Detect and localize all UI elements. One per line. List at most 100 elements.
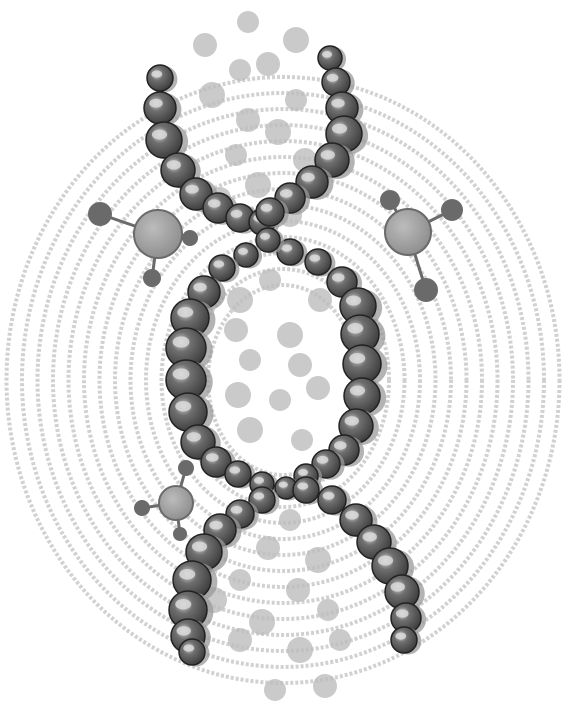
helix-bead [343,377,387,417]
bead-highlight [345,510,359,520]
helix-strands [143,45,427,667]
background-dot [193,33,217,57]
bead-highlight [260,203,273,212]
background-dot [306,376,330,400]
bead-body [292,476,320,504]
ring [82,155,484,605]
bead-highlight [253,492,265,500]
bead-body [255,227,281,253]
molecule-icon [134,460,194,541]
molecule-atom [380,190,400,210]
bead-highlight [193,282,207,292]
bead-highlight [205,453,219,462]
bead-body [390,626,418,654]
bead-highlight [279,189,293,198]
bead-highlight [175,598,192,610]
molecule-icon [380,190,463,302]
background-dot [277,322,303,348]
bead-body [178,638,206,666]
bead-highlight [345,295,362,306]
helix-bead [295,165,334,200]
background-dot [305,547,331,573]
background-dot [317,599,339,621]
bead-highlight [209,520,223,530]
bead-highlight [177,306,194,318]
helix-bead [178,638,210,667]
background-dots [193,11,351,701]
background-dot [225,144,247,166]
bead-highlight [333,441,347,450]
bead-highlight [309,254,321,262]
helix-bead [304,248,336,277]
bead-highlight [395,609,409,618]
bead-highlight [191,541,208,552]
bead-highlight [297,469,309,476]
background-dot [229,569,251,591]
bead-highlight [151,70,163,78]
background-dot [279,509,301,531]
helix-bead [143,91,182,126]
bead-highlight [172,368,190,380]
bead-highlight [185,184,199,194]
helix-bead [390,626,422,655]
background-dot [245,172,271,198]
molecule-core [384,208,432,256]
molecule-atom [88,202,112,226]
bead-highlight [149,98,163,108]
bead-highlight [259,233,271,240]
bead-highlight [176,626,191,636]
ring [144,219,422,541]
bead-highlight [301,172,315,182]
bead-highlight [331,98,345,108]
helix-bead [356,524,397,562]
helix-bead [276,238,308,267]
bead-highlight [362,532,377,542]
background-dot [256,536,280,560]
ring [4,75,562,685]
bead-body [224,460,252,488]
molecule-atom [414,278,438,302]
molecule-core [158,485,194,521]
bead-highlight [390,582,405,592]
bead-highlight [175,400,192,412]
ring [35,107,531,653]
helix-bead [145,121,189,161]
bead-highlight [349,385,366,396]
bead-highlight [179,568,196,580]
bead-highlight [349,352,366,364]
bead-highlight [281,244,293,252]
bead-highlight [213,260,225,268]
background-dot [313,674,337,698]
molecule-atom [143,269,161,287]
helix-bead [317,45,347,72]
background-dot [287,637,313,663]
bead-highlight [183,644,195,652]
bead-highlight [151,129,168,140]
background-dot [227,287,253,313]
background-dot [283,27,309,53]
background-dot [228,628,252,652]
helix-bead [168,392,214,434]
bead-highlight [297,482,309,490]
bead-highlight [316,455,329,464]
bead-body [255,197,285,227]
molecule-atom [134,500,150,516]
ring [66,139,500,621]
bead-highlight [377,555,394,566]
bead-highlight [253,477,265,484]
molecule-atom [173,527,187,541]
background-dot [237,417,263,443]
concentric-rings [4,75,562,685]
background-dot [269,389,291,411]
bead-highlight [186,432,201,442]
helix-bead [342,344,388,386]
bead-highlight [321,51,333,58]
bead-highlight [331,123,348,134]
bead-highlight [326,73,339,82]
helix-bead [255,227,285,254]
molecule-icon [88,202,198,287]
background-dot [199,82,225,108]
molecule-atom [441,199,463,221]
